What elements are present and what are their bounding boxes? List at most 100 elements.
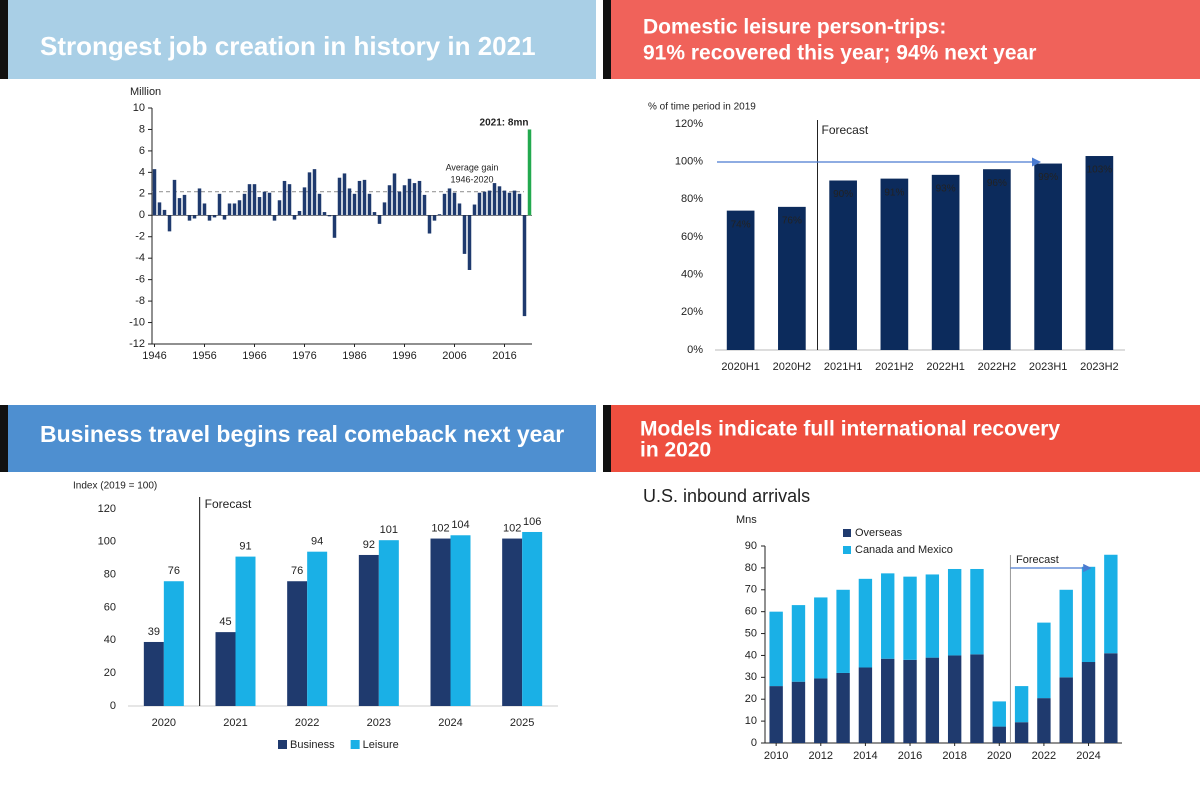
bar — [143, 641, 164, 706]
chart-subtitle: U.S. inbound arrivals — [643, 486, 810, 506]
y-tick-label: 8 — [139, 123, 145, 135]
y-tick-label: 120% — [675, 118, 703, 130]
bar — [457, 203, 462, 216]
bar-segment — [1037, 698, 1051, 743]
y-tick-label: 20 — [104, 667, 116, 679]
x-tick-label: 2022H1 — [926, 361, 965, 373]
bar — [212, 215, 217, 218]
bar — [983, 169, 1011, 350]
bar — [512, 190, 517, 216]
bar — [177, 198, 182, 216]
bar — [367, 193, 372, 216]
y-tick-label: 20 — [745, 693, 757, 705]
x-tick-label: 2006 — [442, 350, 466, 362]
bar — [307, 172, 312, 216]
bar — [362, 179, 367, 216]
x-tick-label: 2024 — [1076, 750, 1100, 762]
bar — [726, 210, 755, 350]
bar — [427, 215, 432, 234]
bar-segment — [1037, 622, 1051, 699]
annotation: Forecast — [1016, 554, 1059, 566]
data-label: 94 — [311, 536, 323, 548]
y-axis-label: Mns — [736, 514, 757, 526]
bar — [182, 194, 187, 216]
bar — [222, 215, 227, 220]
y-tick-label: 40 — [745, 649, 757, 661]
header-accent — [603, 405, 611, 472]
bar-segment — [814, 597, 828, 679]
y-tick-label: 80 — [104, 569, 116, 581]
legend-swatch — [278, 740, 287, 749]
bar — [502, 538, 523, 706]
y-tick-label: 0 — [110, 700, 116, 712]
bar — [287, 581, 308, 706]
bar — [447, 188, 452, 216]
bar — [387, 185, 392, 216]
annotation: Average gain — [446, 162, 499, 172]
y-tick-label: -10 — [129, 316, 145, 328]
bar — [312, 169, 317, 216]
bar-segment — [970, 654, 984, 743]
data-label: 74% — [731, 219, 751, 230]
x-tick-label: 2022H2 — [978, 361, 1017, 373]
bar — [422, 194, 427, 216]
bar — [152, 169, 157, 216]
bar-segment — [1014, 722, 1029, 743]
chart-title: Domestic leisure person-trips: — [643, 16, 946, 39]
annotation: 2021: 8mn — [480, 118, 529, 129]
bar — [235, 556, 256, 706]
data-label: 91 — [239, 541, 251, 553]
bar — [378, 540, 399, 706]
x-tick-label: 2020 — [987, 750, 1011, 762]
y-tick-label: 80 — [745, 562, 757, 574]
y-tick-label: 0 — [751, 737, 757, 749]
bar — [522, 531, 543, 706]
y-tick-label: 100% — [675, 156, 703, 168]
y-tick-label: 50 — [745, 627, 757, 639]
bar — [450, 535, 471, 706]
data-label: 39 — [148, 626, 160, 638]
y-tick-label: 0 — [139, 209, 145, 221]
bar-segment — [881, 658, 895, 743]
bar-segment — [903, 576, 917, 660]
bar — [502, 190, 507, 216]
y-tick-label: 40 — [104, 634, 116, 646]
legend-label: Canada and Mexico — [855, 544, 953, 556]
bar — [317, 193, 322, 216]
x-tick-label: 2024 — [438, 717, 462, 729]
x-tick-label: 2012 — [809, 750, 833, 762]
y-tick-label: 2 — [139, 188, 145, 200]
data-label: 102 — [431, 522, 449, 534]
x-tick-label: 2020H2 — [773, 361, 812, 373]
bar-segment — [1081, 662, 1096, 743]
legend-swatch — [843, 546, 851, 554]
bar-segment — [947, 655, 962, 743]
bar — [778, 206, 806, 350]
bar-segment — [1059, 589, 1073, 678]
bar — [252, 184, 257, 216]
x-tick-label: 2021 — [223, 717, 247, 729]
bar — [287, 184, 292, 216]
bar — [202, 203, 207, 216]
y-tick-label: 60 — [745, 606, 757, 618]
bar — [272, 215, 277, 221]
bar — [227, 203, 232, 216]
data-label: 90% — [833, 189, 853, 200]
chart-title: 91% recovered this year; 94% next year — [643, 42, 1036, 65]
bar — [412, 183, 417, 216]
legend-label: Business — [290, 739, 335, 751]
annotation: 1946-2020 — [450, 174, 493, 184]
data-label: 104 — [451, 519, 469, 531]
legend-swatch — [350, 740, 360, 749]
x-tick-label: 2023 — [367, 717, 391, 729]
bar-segment — [947, 568, 962, 656]
chart-title: Business travel begins real comeback nex… — [40, 421, 564, 447]
y-tick-label: 4 — [139, 166, 145, 178]
bar — [297, 210, 302, 216]
bar — [277, 200, 282, 216]
y-tick-label: 80% — [681, 193, 703, 205]
bar — [162, 209, 167, 216]
bar-segment — [836, 589, 850, 673]
x-tick-label: 2021H2 — [875, 361, 914, 373]
y-axis-label: % of time period in 2019 — [648, 102, 756, 113]
